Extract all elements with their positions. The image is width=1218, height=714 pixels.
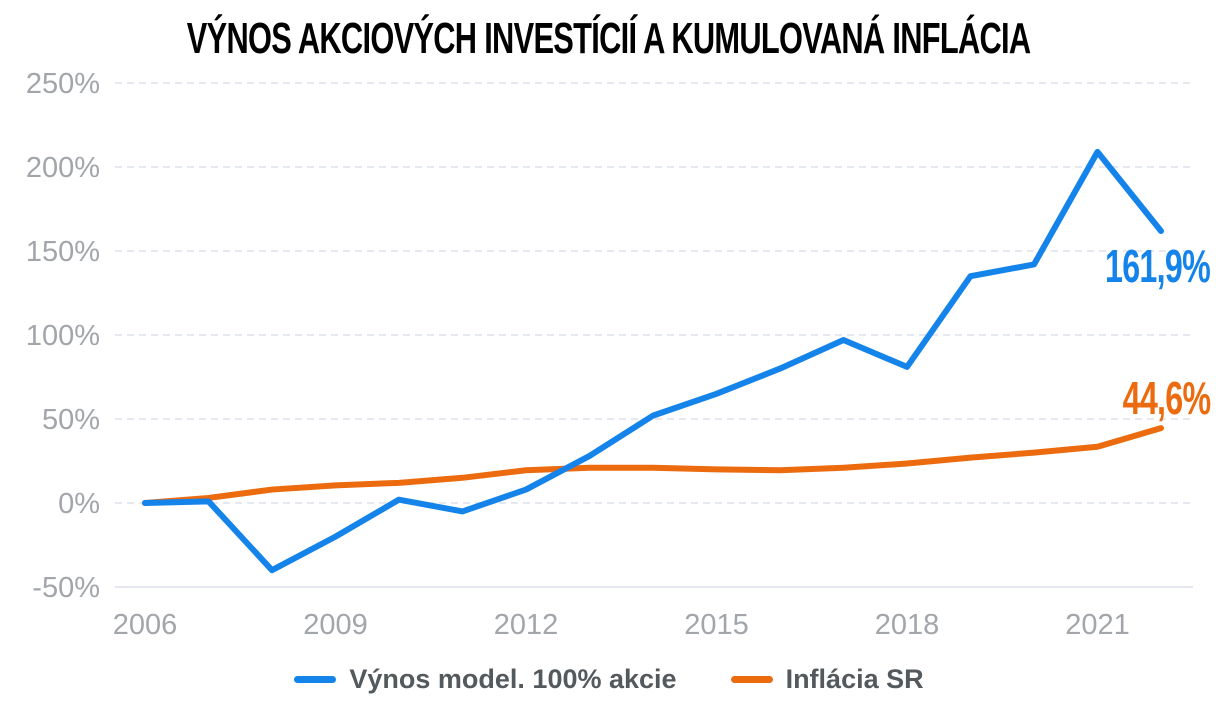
legend-item-inflacia: Inflácia SR bbox=[730, 663, 924, 695]
legend-line-swatch-orange bbox=[730, 675, 773, 683]
y-axis-tick-label: 100% bbox=[26, 320, 100, 352]
chart-legend: Výnos model. 100% akcie Inflácia SR bbox=[0, 658, 1218, 700]
x-axis-tick-label: 2021 bbox=[1065, 609, 1130, 641]
series-end-label-inflacia: 44,6% bbox=[1122, 372, 1211, 424]
y-axis-tick-label: 0% bbox=[58, 488, 100, 520]
x-axis-tick-label: 2006 bbox=[113, 609, 178, 641]
x-axis-tick-label: 2009 bbox=[303, 609, 368, 641]
series-line-orange bbox=[142, 425, 1164, 506]
legend-label-akcie: Výnos model. 100% akcie bbox=[349, 663, 677, 694]
x-axis-tick-label: 2015 bbox=[684, 609, 749, 641]
chart-title-text: VÝNOS AKCIOVÝCH INVESTÍCIÍ A KUMULOVANÁ … bbox=[187, 14, 1031, 63]
y-axis-tick-label: 250% bbox=[26, 68, 100, 100]
y-axis-tick-label: -50% bbox=[32, 572, 100, 604]
series-end-label-akcie: 161,9% bbox=[1104, 240, 1211, 292]
y-axis-tick-label: 200% bbox=[26, 152, 100, 184]
legend-line-swatch-blue bbox=[294, 675, 337, 683]
legend-label-inflacia: Inflácia SR bbox=[785, 663, 924, 694]
y-axis-tick-label: 150% bbox=[26, 236, 100, 268]
x-axis-tick-label: 2012 bbox=[494, 609, 559, 641]
y-axis-tick-label: 50% bbox=[42, 404, 100, 436]
x-axis-tick-label: 2018 bbox=[875, 609, 940, 641]
chart-title: VÝNOS AKCIOVÝCH INVESTÍCIÍ A KUMULOVANÁ … bbox=[0, 14, 1218, 64]
legend-item-akcie: Výnos model. 100% akcie bbox=[294, 663, 677, 695]
series-line-blue bbox=[142, 148, 1164, 574]
